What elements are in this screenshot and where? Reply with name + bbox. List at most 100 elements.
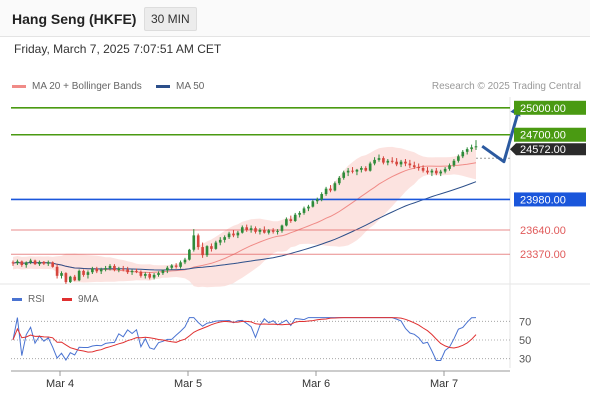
level-label: 23640.00	[520, 225, 566, 237]
candle-body	[373, 159, 376, 164]
candle-body	[192, 235, 196, 250]
candle-body	[46, 262, 50, 264]
candle-body	[280, 225, 284, 231]
candle-body	[276, 230, 279, 232]
candle-body	[69, 276, 72, 283]
candle-body	[399, 161, 403, 165]
candle-body	[298, 212, 301, 215]
candle-body	[474, 146, 478, 148]
candle-body	[320, 194, 323, 200]
candle-body	[77, 270, 81, 281]
candle-body	[377, 158, 381, 160]
candle-body	[315, 199, 319, 202]
candle-body	[254, 228, 257, 232]
chart-header: Hang Seng (HKFE) 30 MIN	[0, 0, 590, 37]
candle-body	[293, 214, 297, 221]
candle-body	[448, 165, 451, 169]
rsi-tick-label: 50	[519, 335, 531, 347]
candle-body	[152, 274, 156, 278]
candle-body	[434, 170, 438, 174]
legend-9ma: 9MA	[62, 294, 99, 305]
candle-body	[51, 262, 55, 267]
candle-body	[417, 167, 420, 169]
candle-body	[188, 249, 191, 260]
credit-text: Research © 2025 Trading Central	[431, 81, 581, 92]
candle-body	[95, 268, 99, 272]
level-label-bg	[514, 192, 586, 207]
candle-body	[126, 269, 129, 273]
candle-body	[157, 273, 160, 275]
candle-body	[364, 167, 368, 171]
candle-body	[201, 247, 204, 256]
legend-label: MA 50	[176, 81, 205, 92]
candle-body	[183, 259, 187, 263]
candle-body	[470, 147, 473, 150]
candle-body	[461, 151, 465, 157]
candle-body	[236, 232, 240, 236]
last-price-tag	[510, 143, 586, 156]
x-tick-label: Mar 7	[430, 378, 458, 390]
candle-body	[113, 265, 116, 270]
candle-body	[33, 260, 37, 265]
candle-body	[214, 242, 218, 249]
ma50-line	[12, 181, 477, 271]
candle-body	[179, 262, 182, 267]
candle-body	[166, 267, 169, 271]
instrument-title: Hang Seng (HKFE)	[12, 11, 137, 27]
candle-body	[404, 161, 407, 164]
candle-body	[210, 246, 213, 249]
candle-body	[395, 161, 398, 165]
projection-arrow-path	[481, 107, 521, 164]
candle-body	[355, 169, 359, 172]
legend-label: 9MA	[78, 294, 99, 305]
candle-body	[108, 265, 112, 269]
candle-body	[311, 201, 315, 207]
candle-body	[148, 274, 152, 278]
candle-body	[82, 270, 85, 275]
rsi-tick-label: 30	[519, 354, 531, 366]
candle-body	[386, 160, 390, 163]
candle-body	[324, 188, 328, 195]
candle-body	[205, 246, 209, 256]
timestamp: Friday, March 7, 2025 7:07:51 AM CET	[14, 42, 222, 56]
candle-body	[412, 165, 416, 168]
candle-body	[24, 262, 28, 266]
candle-body	[351, 170, 354, 172]
candle-body	[73, 276, 77, 281]
candle-body	[38, 261, 41, 265]
candle-body	[86, 272, 90, 275]
legend-label: MA 20 + Bollinger Bands	[32, 81, 142, 92]
candle-body	[443, 168, 447, 172]
legend-swatch-rsi	[12, 298, 22, 301]
candle-body	[232, 233, 235, 236]
legend-swatch-blue	[156, 85, 170, 88]
legend-swatch-9ma	[62, 298, 72, 301]
candle-body	[170, 265, 174, 268]
candle-body	[130, 270, 134, 273]
candle-body	[263, 229, 266, 233]
candle-body	[29, 260, 32, 263]
candle-body	[249, 228, 253, 230]
candle-body	[143, 274, 147, 276]
interval-selector[interactable]: 30 MIN	[144, 7, 197, 31]
candle-body	[302, 208, 306, 213]
candle-body	[408, 163, 412, 166]
candle-body	[218, 239, 222, 243]
candle-body	[368, 163, 372, 171]
candle-body	[161, 270, 165, 274]
candle-body	[267, 230, 271, 233]
candle-body	[11, 262, 15, 264]
level-label-bg	[514, 127, 586, 142]
candle-body	[430, 170, 434, 173]
rsi-line	[12, 317, 477, 361]
legend-swatch-red	[12, 85, 26, 88]
candle-body	[196, 235, 200, 248]
candle-body	[60, 273, 63, 276]
candle-body	[139, 271, 143, 276]
rsi-9ma-line	[12, 317, 477, 353]
candle-body	[16, 261, 19, 264]
candle-body	[426, 170, 429, 173]
rsi-tick-label: 70	[519, 316, 531, 328]
